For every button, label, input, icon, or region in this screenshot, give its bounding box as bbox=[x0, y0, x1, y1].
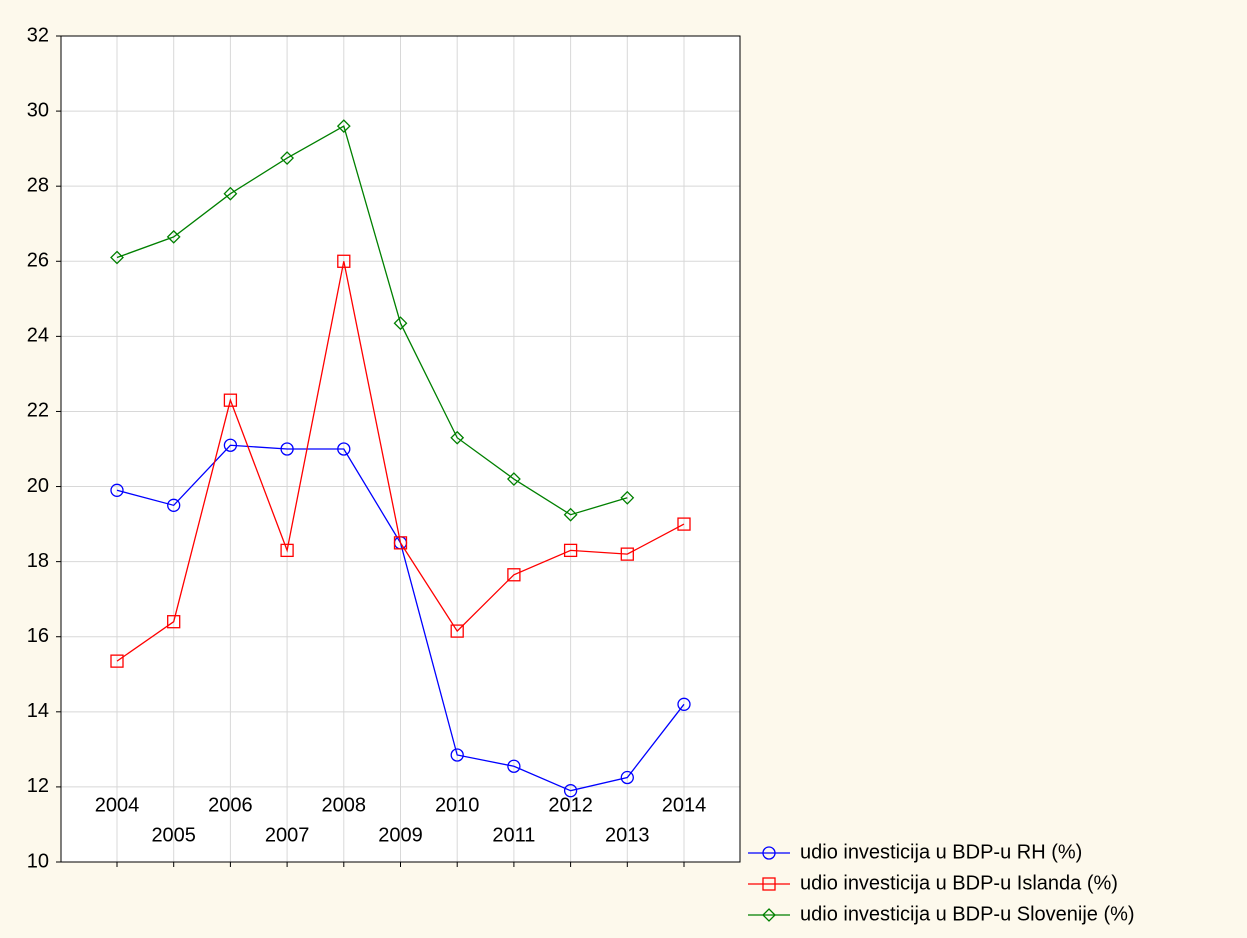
plot-frame bbox=[60, 35, 741, 863]
y-tick-label: 18 bbox=[27, 550, 49, 572]
legend-label: udio investicija u BDP-u Slovenije (%) bbox=[800, 903, 1135, 925]
series-line bbox=[116, 261, 685, 662]
point bbox=[393, 536, 408, 550]
point bbox=[280, 442, 294, 456]
legend-marker bbox=[762, 908, 776, 922]
point bbox=[280, 543, 294, 558]
x-tick-label: 2005 bbox=[151, 824, 196, 846]
legend-marker bbox=[762, 846, 776, 860]
legend-label: udio investicija u BDP-u RH (%) bbox=[800, 841, 1082, 863]
y-tick-label: 10 bbox=[27, 850, 49, 872]
y-tick-label: 32 bbox=[27, 24, 49, 46]
y-tick-label: 14 bbox=[27, 700, 49, 722]
point bbox=[280, 151, 295, 165]
x-tick-label: 2008 bbox=[322, 794, 367, 816]
point bbox=[450, 430, 465, 445]
point bbox=[620, 770, 634, 785]
point bbox=[167, 615, 181, 629]
point bbox=[563, 543, 578, 558]
point bbox=[677, 517, 691, 531]
y-tick-label: 26 bbox=[27, 250, 49, 272]
point bbox=[507, 568, 521, 582]
y-tick-label: 16 bbox=[27, 625, 49, 647]
legend-label: udio investicija u BDP-u Islanda (%) bbox=[800, 872, 1118, 894]
point bbox=[563, 507, 578, 522]
point bbox=[167, 498, 181, 512]
point bbox=[393, 316, 408, 331]
point bbox=[110, 250, 124, 265]
point bbox=[620, 490, 635, 505]
point bbox=[110, 654, 124, 668]
y-tick-label: 30 bbox=[27, 99, 49, 121]
y-tick-label: 22 bbox=[27, 400, 49, 422]
x-tick-label: 2004 bbox=[95, 794, 140, 816]
x-tick-label: 2009 bbox=[378, 824, 423, 846]
point bbox=[337, 442, 351, 456]
x-tick-label: 2012 bbox=[548, 794, 593, 816]
y-tick-label: 28 bbox=[27, 174, 49, 196]
x-tick-label: 2007 bbox=[265, 824, 310, 846]
series-line bbox=[116, 125, 628, 516]
y-tick-label: 12 bbox=[27, 775, 49, 797]
point bbox=[677, 697, 691, 711]
x-tick-label: 2014 bbox=[662, 794, 707, 816]
point bbox=[166, 229, 181, 244]
point bbox=[110, 483, 124, 497]
x-tick-label: 2011 bbox=[492, 824, 535, 846]
x-tick-label: 2010 bbox=[435, 794, 480, 816]
point bbox=[563, 784, 578, 798]
point bbox=[337, 254, 351, 268]
point bbox=[336, 119, 351, 134]
y-tick-label: 24 bbox=[27, 325, 49, 347]
point bbox=[223, 186, 238, 201]
point bbox=[450, 748, 464, 762]
point bbox=[450, 624, 464, 638]
y-tick-label: 20 bbox=[27, 475, 49, 497]
x-tick-label: 2006 bbox=[208, 794, 253, 816]
point bbox=[506, 472, 521, 486]
point bbox=[223, 393, 238, 407]
x-tick-label: 2013 bbox=[605, 824, 650, 846]
point bbox=[620, 547, 634, 561]
legend-marker bbox=[762, 877, 776, 891]
point bbox=[223, 438, 238, 452]
point bbox=[507, 759, 521, 773]
